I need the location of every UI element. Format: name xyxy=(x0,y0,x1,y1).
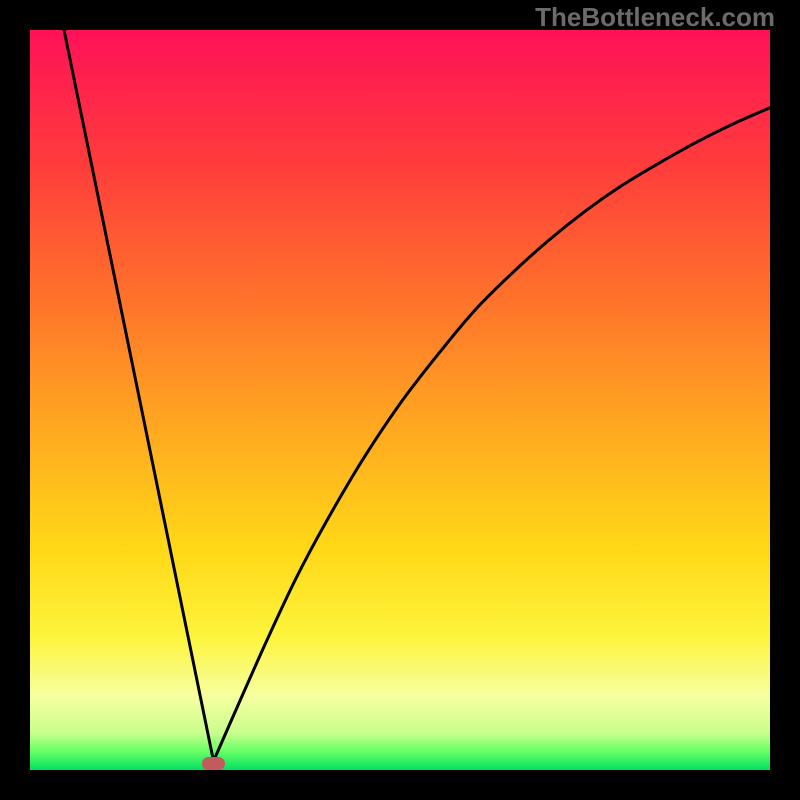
watermark-text: TheBottleneck.com xyxy=(535,2,775,33)
bottleneck-curve xyxy=(30,30,770,770)
frame-border-left xyxy=(0,0,30,800)
plot-area xyxy=(30,30,770,770)
chart-frame: TheBottleneck.com xyxy=(0,0,800,800)
optimum-marker xyxy=(202,757,224,770)
frame-border-right xyxy=(770,0,800,800)
frame-border-bottom xyxy=(0,770,800,800)
